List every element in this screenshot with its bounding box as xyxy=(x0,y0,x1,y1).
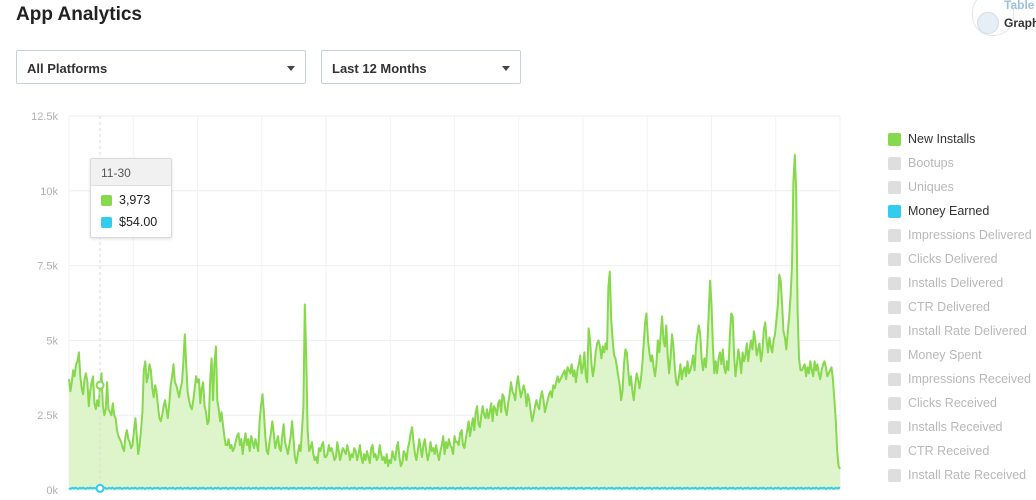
table-view-option[interactable]: Table xyxy=(1004,0,1035,12)
legend-label: Uniques xyxy=(908,180,954,194)
legend-swatch xyxy=(888,325,901,338)
tooltip-installs-value: 3,973 xyxy=(119,193,151,207)
legend-label: Clicks Received xyxy=(908,396,997,410)
y-axis-ticks: 0k 2.5k 5k 7.5k 10k 12.5k xyxy=(31,111,58,497)
legend-swatch xyxy=(888,133,901,146)
legend-label: Impressions Delivered xyxy=(908,228,1032,242)
legend-swatch xyxy=(888,301,901,314)
legend-swatch xyxy=(888,181,901,194)
legend-label: Impressions Received xyxy=(908,372,1031,386)
view-toggle[interactable] xyxy=(972,0,1014,36)
legend-swatch xyxy=(888,253,901,266)
date-range-dropdown-value: Last 12 Months xyxy=(332,61,427,76)
legend-label: Install Rate Delivered xyxy=(908,324,1027,338)
tooltip-date: 11-30 xyxy=(101,166,131,180)
graph-view-option[interactable]: Graph xyxy=(1004,16,1036,30)
legend-swatch xyxy=(888,229,901,242)
tooltip-money-value: $54.00 xyxy=(119,215,158,229)
legend-label: CTR Received xyxy=(908,444,990,458)
tooltip-installs-swatch xyxy=(101,195,112,206)
chart-tooltip: 11-30 3,973 $54.00 xyxy=(90,158,172,238)
y-tick-label: 7.5k xyxy=(37,261,58,273)
toggle-knob[interactable] xyxy=(977,12,999,34)
legend-label: Install Rate Received xyxy=(908,468,1027,482)
new-installs-hover-marker xyxy=(95,380,105,390)
legend-label: CTR Delivered xyxy=(908,300,990,314)
money-earned-line xyxy=(68,486,841,490)
platform-dropdown[interactable]: All Platforms xyxy=(16,50,306,84)
legend-swatch xyxy=(888,205,901,218)
chevron-down-icon xyxy=(287,66,295,71)
legend-swatch xyxy=(888,421,901,434)
tooltip-header: 11-30 xyxy=(91,159,171,186)
y-tick-label: 10k xyxy=(40,186,58,198)
legend-label: Installs Received xyxy=(908,420,1003,434)
chart-series xyxy=(68,153,841,490)
y-tick-label: 12.5k xyxy=(31,111,58,123)
legend-swatch xyxy=(888,157,901,170)
legend-swatch xyxy=(888,373,901,386)
legend-label: New Installs xyxy=(908,132,976,146)
new-installs-line xyxy=(68,153,841,470)
y-tick-label: 2.5k xyxy=(37,410,58,422)
chevron-down-icon xyxy=(502,66,510,71)
legend-swatch xyxy=(888,469,901,482)
analytics-chart: 0k 2.5k 5k 7.5k 10k 12.5k xyxy=(31,111,841,497)
page-title: App Analytics xyxy=(16,4,142,25)
legend-label: Money Spent xyxy=(908,348,982,362)
platform-dropdown-value: All Platforms xyxy=(27,61,108,76)
legend-label: Money Earned xyxy=(908,204,990,218)
legend-label: Installs Delivered xyxy=(908,276,1004,290)
legend-label: Bootups xyxy=(908,156,954,170)
legend-swatch xyxy=(888,445,901,458)
date-range-dropdown[interactable]: Last 12 Months xyxy=(321,50,521,84)
y-tick-label: 0k xyxy=(46,485,58,497)
tooltip-money-swatch xyxy=(101,217,112,228)
legend-swatch xyxy=(888,277,901,290)
y-tick-label: 5k xyxy=(46,335,58,347)
legend-swatch xyxy=(888,349,901,362)
legend-swatch xyxy=(888,397,901,410)
legend-label: Clicks Delivered xyxy=(908,252,998,266)
money-earned-hover-marker xyxy=(95,483,105,493)
